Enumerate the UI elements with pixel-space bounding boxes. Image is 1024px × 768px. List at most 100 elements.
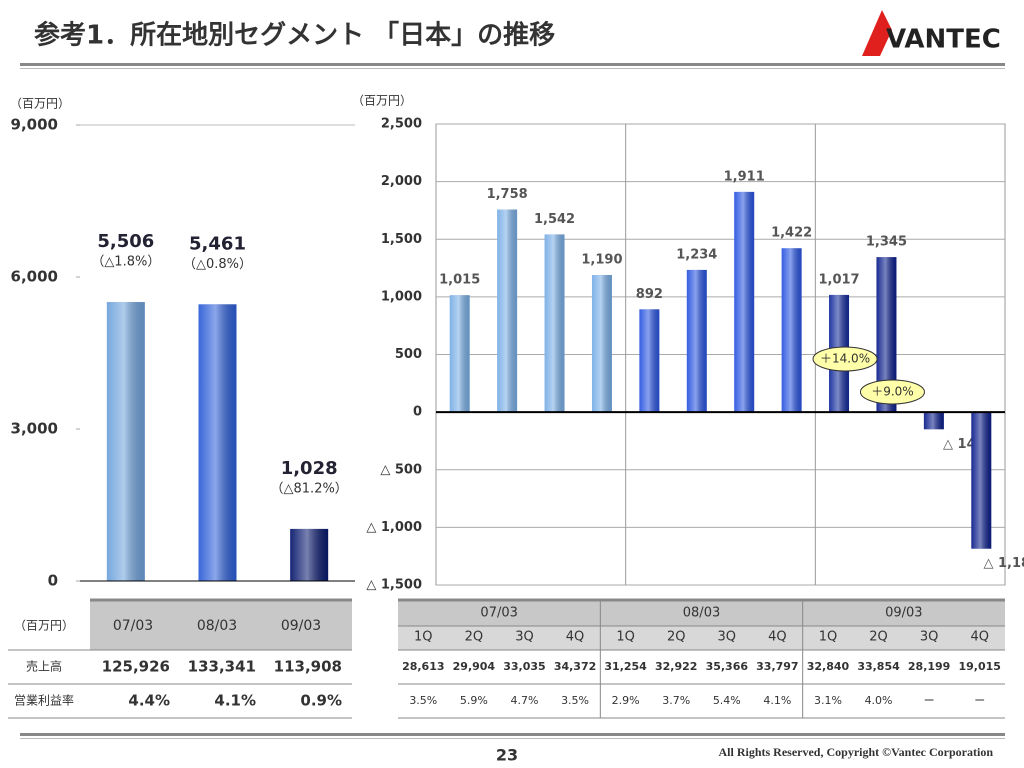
cell: 28,199 bbox=[908, 660, 950, 673]
group-header: 07/03 bbox=[480, 606, 517, 621]
quarter-header: 3Q bbox=[920, 630, 939, 645]
value-label: 1,015 bbox=[439, 273, 480, 288]
value-label: 5,461 bbox=[189, 233, 246, 254]
cell: 31,254 bbox=[604, 660, 647, 673]
cell: 34,372 bbox=[554, 660, 596, 673]
bar-shine bbox=[781, 248, 802, 413]
y-tick-label: 2,000 bbox=[381, 174, 422, 189]
bar-shine bbox=[449, 295, 470, 413]
row-label: 売上高 bbox=[26, 659, 62, 674]
column-header: 07/03 bbox=[113, 618, 153, 634]
column-header: 08/03 bbox=[197, 618, 237, 634]
quarter-header: 2Q bbox=[667, 630, 686, 645]
table-header-bg bbox=[398, 626, 1005, 650]
value-label: 1,542 bbox=[534, 212, 575, 227]
cell: ー bbox=[974, 694, 985, 707]
cell: 35,366 bbox=[706, 660, 749, 673]
cell: 113,908 bbox=[274, 658, 342, 676]
cell: 33,035 bbox=[503, 660, 545, 673]
column-header: 09/03 bbox=[281, 618, 321, 634]
value-label: 1,345 bbox=[866, 235, 907, 250]
callout-label: ＋14.0% bbox=[820, 352, 870, 366]
cell: 3.1% bbox=[814, 694, 842, 707]
bar-shine bbox=[497, 209, 518, 413]
change-label: （△0.8%） bbox=[183, 257, 252, 272]
y-tick-label: △ 500 bbox=[380, 462, 422, 477]
change-label: （△1.8%） bbox=[91, 255, 160, 270]
group-header: 09/03 bbox=[885, 606, 922, 621]
table-unit: （百万円） bbox=[14, 619, 74, 633]
logo-mark bbox=[862, 10, 892, 56]
quarter-header: 1Q bbox=[616, 630, 635, 645]
quarter-header: 2Q bbox=[465, 630, 484, 645]
quarter-header: 4Q bbox=[566, 630, 585, 645]
unit-label: （百万円） bbox=[10, 97, 70, 111]
callout bbox=[859, 379, 925, 405]
value-label: 1,234 bbox=[676, 247, 717, 262]
bar-shine bbox=[106, 302, 145, 581]
quarter-header: 4Q bbox=[970, 630, 989, 645]
cell: 5.9% bbox=[460, 694, 488, 707]
y-tick-label: 6,000 bbox=[11, 268, 58, 286]
y-tick-label: 3,000 bbox=[11, 420, 58, 438]
cell: 19,015 bbox=[958, 660, 1000, 673]
quarter-header: 1Q bbox=[819, 630, 838, 645]
cell: 133,341 bbox=[188, 658, 256, 676]
value-label: 1,028 bbox=[281, 458, 338, 479]
rule bbox=[20, 68, 1005, 69]
quarter-header: 4Q bbox=[768, 630, 787, 645]
row-label: 営業利益率 bbox=[14, 693, 74, 708]
slide-title: 参考1．所在地別セグメント 「日本」の推移 bbox=[34, 20, 555, 51]
y-tick-label: △ 1,500 bbox=[366, 578, 422, 593]
rule bbox=[20, 738, 1005, 739]
value-label: 5,506 bbox=[97, 231, 154, 252]
rule bbox=[20, 63, 1005, 66]
table-header-bg bbox=[90, 600, 352, 650]
cell: 32,922 bbox=[655, 660, 697, 673]
y-tick-label: 1,500 bbox=[381, 232, 422, 247]
bar-shine bbox=[544, 234, 565, 413]
bar-shine bbox=[876, 257, 897, 413]
cell: 5.4% bbox=[713, 694, 741, 707]
rule bbox=[20, 733, 1005, 736]
value-label: 1,422 bbox=[771, 226, 812, 241]
y-tick-label: 9,000 bbox=[11, 116, 58, 134]
value-label: 1,911 bbox=[724, 169, 765, 184]
cell: 2.9% bbox=[612, 694, 640, 707]
cell: 33,797 bbox=[756, 660, 798, 673]
group-header: 08/03 bbox=[683, 606, 720, 621]
value-label: 1,190 bbox=[581, 252, 622, 267]
y-tick-label: 0 bbox=[48, 572, 58, 590]
y-tick-label: 2,500 bbox=[381, 117, 422, 132]
callout-label: ＋9.0% bbox=[871, 385, 914, 399]
y-tick-label: 500 bbox=[395, 347, 422, 362]
quarter-header: 1Q bbox=[414, 630, 433, 645]
cell: 33,854 bbox=[857, 660, 900, 673]
cell: 4.1% bbox=[214, 692, 256, 710]
cell: 4.4% bbox=[128, 692, 170, 710]
logo: VANTEC bbox=[886, 25, 1001, 55]
cell: 32,840 bbox=[807, 660, 850, 673]
bar-shine bbox=[639, 309, 660, 413]
bar-shine bbox=[591, 274, 612, 413]
page-number: 23 bbox=[496, 746, 518, 765]
unit-label: （百万円） bbox=[352, 94, 412, 108]
cell: 4.0% bbox=[865, 694, 893, 707]
cell: 125,926 bbox=[102, 658, 170, 676]
value-label: 1,758 bbox=[487, 187, 528, 202]
quarter-header: 3Q bbox=[515, 630, 534, 645]
bar-shine bbox=[198, 304, 237, 581]
cell: 28,613 bbox=[402, 660, 444, 673]
cell: 0.9% bbox=[300, 692, 342, 710]
value-label: 892 bbox=[636, 287, 663, 302]
cell: 4.1% bbox=[763, 694, 791, 707]
callout bbox=[812, 346, 878, 372]
cell: 3.5% bbox=[561, 694, 589, 707]
change-label: （△81.2%） bbox=[271, 481, 348, 496]
bar-shine bbox=[923, 412, 944, 430]
y-tick-label: 0 bbox=[413, 405, 422, 420]
value-label: 1,017 bbox=[818, 272, 859, 287]
value-label: △ 1,185 bbox=[983, 556, 1024, 571]
bar-shine bbox=[734, 191, 755, 413]
